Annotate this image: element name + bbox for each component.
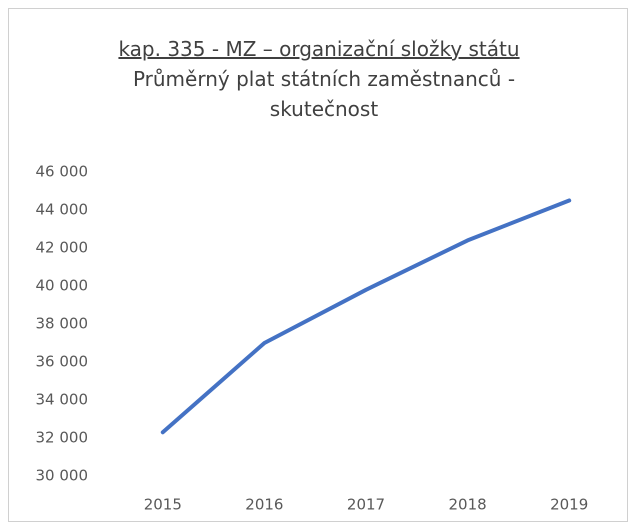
y-tick-label: 30 000 [36, 467, 89, 485]
x-tick-label: 2016 [245, 496, 283, 514]
x-tick-label: 2015 [144, 496, 182, 514]
y-tick-label: 40 000 [36, 277, 89, 295]
y-tick-label: 44 000 [36, 201, 89, 219]
chart-title: kap. 335 - MZ – organizační složky státu [118, 37, 520, 61]
y-tick-label: 38 000 [36, 315, 89, 333]
chart-subtitle: Průměrný plat státních zaměstnanců - sku… [132, 67, 516, 121]
y-tick-label: 34 000 [36, 391, 89, 409]
y-tick-label: 46 000 [36, 163, 89, 181]
y-tick-label: 32 000 [36, 429, 89, 447]
chart-frame [8, 8, 628, 522]
y-tick-label: 42 000 [36, 239, 89, 257]
data-line [160, 198, 572, 435]
x-tick-label: 2018 [449, 496, 487, 514]
x-tick-label: 2017 [347, 496, 385, 514]
y-tick-label: 36 000 [36, 353, 89, 371]
x-tick-label: 2019 [550, 496, 588, 514]
